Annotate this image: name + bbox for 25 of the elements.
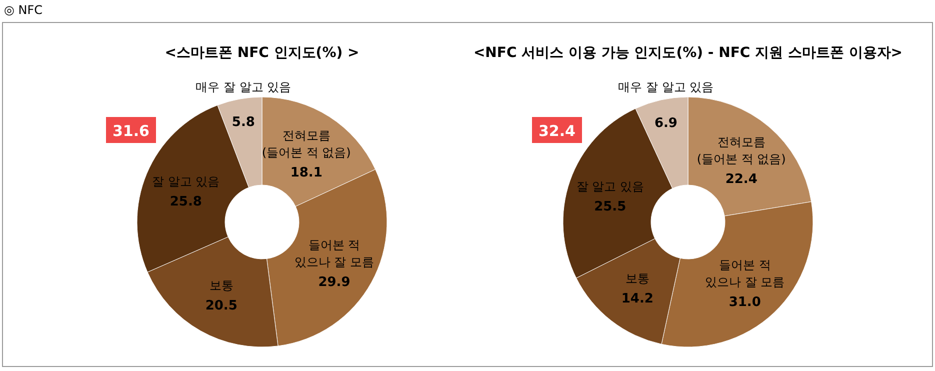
data-label: 14.2 [621,292,654,307]
slice-label: 보통 [209,278,234,292]
text: 31.6 [112,122,150,140]
data-label: 6.9 [654,116,678,131]
data-label: 31.0 [728,294,761,310]
slice-label: 들어본 적 있으나 잘 모름 [294,238,374,269]
slice-label: 보통 [625,272,650,286]
slice-label: 매우 잘 알고 있음 [196,80,292,94]
data-label: 18.1 [290,165,322,180]
chart-title: <NFC 서비스 이용 가능 인지도(%) - NFC 지원 스마트폰 이용자> [473,45,903,61]
data-label: 25.5 [594,199,626,214]
chart-title: <스마트폰 NFC 인지도(%) > [164,45,360,61]
data-label: 25.8 [170,194,202,210]
data-label: 22.4 [725,172,758,188]
slice-label: 전혀모름 (들어본 적 없음) [262,128,351,160]
text: ◎ NFC [4,3,43,17]
data-label: 5.8 [232,115,255,130]
slice-label: 잘 알고 있음 [576,179,644,194]
data-label: 29.9 [318,274,350,290]
data-label: 20.5 [205,298,238,314]
slice-label: 잘 알고 있음 [152,174,220,189]
slice-label: 들어본 적 있으나 잘 모름 [705,258,785,289]
slice-label: 매우 잘 알고 있음 [618,80,714,94]
text: 32.4 [538,122,576,140]
slice-label: 전혀모름 (들어본 적 없음) [696,135,786,166]
